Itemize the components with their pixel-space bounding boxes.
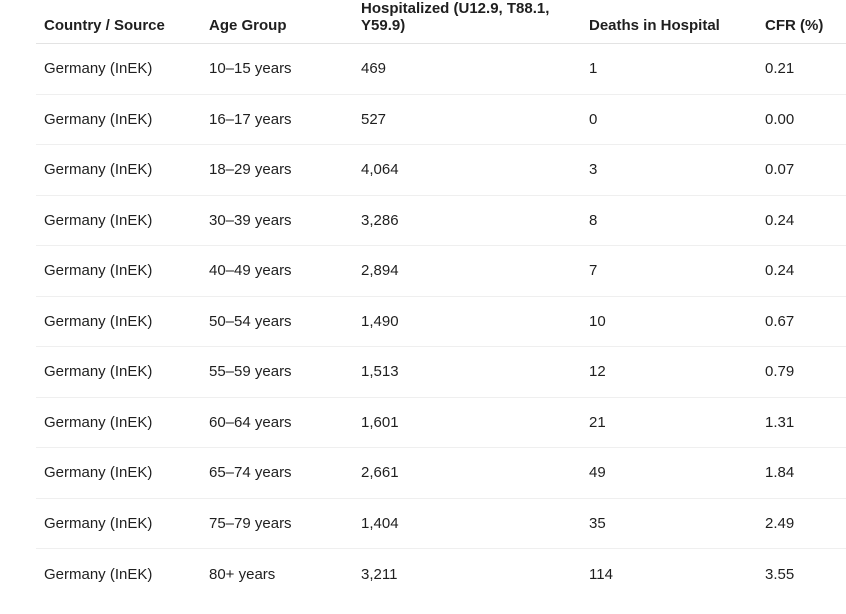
table-cell: 80+ years [209, 565, 276, 583]
table-cell: 35 [581, 498, 757, 549]
table-cell: 49 [581, 447, 757, 499]
table-cell: Germany (InEK) [44, 565, 153, 583]
table-row: Germany (InEK) 75–79 years 1,404 35 2.49 [36, 498, 846, 549]
table-cell: 3,211 [361, 565, 398, 583]
table-cell: 18–29 years [201, 144, 353, 196]
table-cell: 1 [581, 43, 757, 95]
table-cell: 3,286 [353, 195, 581, 246]
data-table: Country / Source Age Group Hospitalized (U… [36, 0, 846, 599]
table-cell: 2,894 [353, 245, 581, 297]
table-body: Germany (InEK) 10–15 years 469 1 0.21 Germany… [36, 43, 846, 600]
table-cell: Germany (InEK) [36, 195, 201, 246]
table-cell: 0.67 [757, 296, 846, 347]
table-cell: 2.49 [757, 498, 846, 549]
table-row: Germany (InEK) 55–59 years 1,513 12 0.79 [36, 346, 846, 398]
table-cell: 0.24 [757, 245, 846, 297]
table-cell: 0.07 [757, 144, 846, 196]
table-cell: 55–59 years [201, 346, 353, 398]
table-row: Germany (InEK) 80+ years 3,211 114 3.55 [36, 549, 846, 600]
column-header: Age Group [201, 0, 353, 44]
table-cell: 0.79 [757, 346, 846, 398]
table-cell: 3.55 [765, 565, 795, 583]
table-cell: 50–54 years [201, 296, 353, 347]
table-row: Germany (InEK) 60–64 years 1,601 21 1.31 [36, 397, 846, 448]
header-row: Country / Source Age Group Hospitalized (U… [36, 0, 846, 44]
table-cell: 0 [581, 94, 757, 145]
table-cell: 0.24 [757, 195, 846, 246]
table-row: Germany (InEK) 16–17 years 527 0 0.00 [36, 94, 846, 145]
table-cell: 527 [353, 94, 581, 145]
table-cell: 114 [589, 565, 613, 583]
table-cell: 4,064 [353, 144, 581, 196]
table-cell: 10–15 years [201, 43, 353, 95]
table-cell: 1.31 [757, 397, 846, 448]
table-cell: 1,490 [353, 296, 581, 347]
table-cell: 60–64 years [201, 397, 353, 448]
table-head: Country / Source Age Group Hospitalized (U… [36, 0, 846, 44]
table-cell: 7 [581, 245, 757, 297]
table-cell: Germany (InEK) [36, 144, 201, 196]
table-cell: 3 [581, 144, 757, 196]
table-cell: Germany (InEK) [36, 245, 201, 297]
table-row: Germany (InEK) 30–39 years 3,286 8 0.24 [36, 195, 846, 246]
table-cell: 12 [581, 346, 757, 398]
table-cell: 0.00 [757, 94, 846, 145]
table-cell: 1,601 [353, 397, 581, 448]
table-cell: Germany (InEK) [36, 346, 201, 398]
column-header: Country / Source [36, 0, 201, 44]
table-cell: 0.21 [757, 43, 846, 95]
table-row: Germany (InEK) 50–54 years 1,490 10 0.67 [36, 296, 846, 347]
table-cell: 21 [581, 397, 757, 448]
table-row: Germany (InEK) 18–29 years 4,064 3 0.07 [36, 144, 846, 196]
table-cell: 10 [581, 296, 757, 347]
table-row: Germany (InEK) 10–15 years 469 1 0.21 [36, 43, 846, 95]
table-cell: 1,513 [353, 346, 581, 398]
column-header: Hospitalized (U12.9, T88.1, Y59.9) [353, 0, 581, 44]
table-row: Germany (InEK) 40–49 years 2,894 7 0.24 [36, 245, 846, 297]
table-cell: 75–79 years [201, 498, 353, 549]
table-cell: 469 [353, 43, 581, 95]
column-header: CFR (%) [757, 0, 846, 44]
table-cell: Germany (InEK) [36, 397, 201, 448]
table-cell: Germany (InEK) [36, 43, 201, 95]
table-cell: 65–74 years [201, 447, 353, 499]
column-header: Deaths in Hospital [581, 0, 757, 44]
table-cell: 30–39 years [201, 195, 353, 246]
table-cell: Germany (InEK) [36, 296, 201, 347]
table-cell: 2,661 [353, 447, 581, 499]
table-cell: 1,404 [353, 498, 581, 549]
table-row: Germany (InEK) 65–74 years 2,661 49 1.84 [36, 447, 846, 499]
table-cell: Germany (InEK) [36, 447, 201, 499]
table-cell: 40–49 years [201, 245, 353, 297]
table-cell: 8 [581, 195, 757, 246]
table-cell: Germany (InEK) [36, 94, 201, 145]
table-cell: Germany (InEK) [36, 498, 201, 549]
table-cell: 16–17 years [201, 94, 353, 145]
table-cell: 1.84 [757, 447, 846, 499]
